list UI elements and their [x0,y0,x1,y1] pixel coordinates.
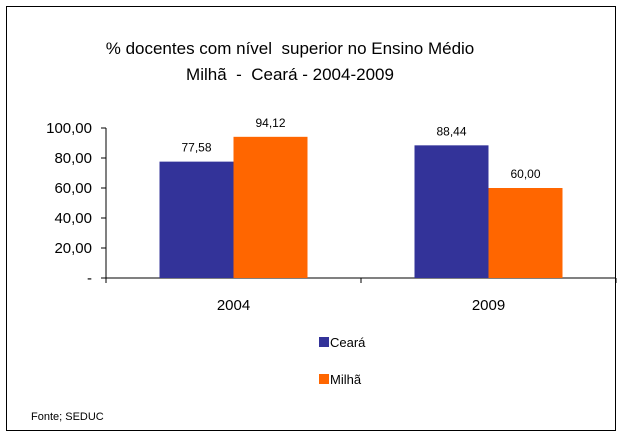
chart-title: % docentes com nível superior no Ensino … [105,39,475,58]
legend-label-ceará: Ceará [330,335,366,350]
data-label: 77,58 [181,141,211,155]
y-tick-label: 40,00 [54,210,92,227]
bar-milhã-2009 [488,188,563,278]
y-tick-label: 100,00 [46,120,92,137]
legend-swatch-ceará [319,337,329,347]
y-tick-label: - [87,270,92,287]
y-tick-label: 20,00 [54,240,92,257]
legend-swatch-milhã [319,374,329,384]
bar-milhã-2004 [233,136,308,278]
bar-ceará-2004 [159,161,234,278]
y-tick-label: 60,00 [54,180,92,197]
data-label: 94,12 [255,116,285,130]
x-category-label: 2004 [217,297,250,314]
source-note: Fonte; SEDUC [31,411,104,423]
legend-label-milhã: Milhã [330,372,362,387]
chart-subtitle: Milhã - Ceará - 2004-2009 [186,65,394,84]
data-label: 60,00 [510,167,540,181]
data-label: 88,44 [436,124,466,138]
bar-ceará-2009 [414,145,489,278]
y-tick-label: 80,00 [54,150,92,167]
x-category-label: 2009 [472,297,505,314]
